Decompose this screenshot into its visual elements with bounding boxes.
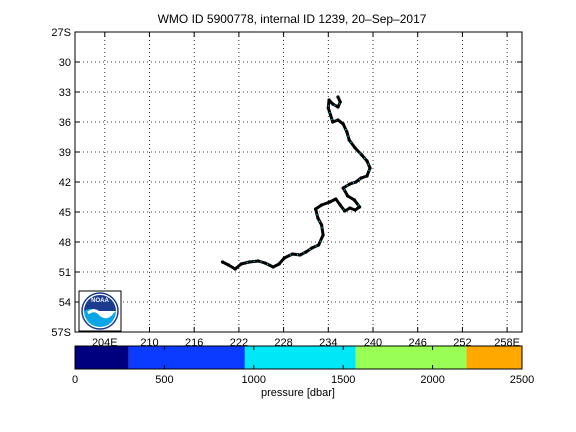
colorbar-segment	[128, 346, 245, 369]
profile-point	[256, 259, 260, 263]
profile-point	[346, 194, 350, 198]
profile-point	[319, 203, 324, 207]
profile-point	[341, 186, 345, 190]
profile-point	[368, 166, 372, 170]
profile-point	[365, 174, 369, 178]
noaa-logo: NOAA	[78, 290, 122, 332]
colorbar-segment	[466, 346, 522, 369]
profile-point	[327, 98, 331, 102]
map-frame	[74, 31, 523, 333]
colorbar-tick-label: 1000	[242, 374, 266, 386]
profile-point	[316, 216, 320, 220]
profile-point	[326, 106, 330, 110]
profile-point	[263, 261, 267, 265]
lat-tick-label: 39	[59, 147, 71, 159]
profile-point	[360, 153, 364, 157]
colorbar-tick-label: 2500	[510, 374, 534, 386]
profile-point	[277, 262, 281, 266]
lat-tick-label: 48	[59, 237, 71, 249]
profile-point	[345, 130, 349, 134]
profile-point	[220, 260, 225, 264]
profile-point	[310, 246, 314, 250]
lat-tick-label: 33	[59, 87, 71, 99]
profile-point	[336, 95, 340, 99]
colorbar-tick-labels: 0 500 1000 1500 2000 2500	[72, 346, 534, 386]
profile-point	[319, 223, 324, 227]
colorbar-axis-label: pressure [dbar]	[261, 387, 335, 399]
profile-point	[304, 250, 308, 254]
lat-tick-label: 42	[59, 177, 71, 189]
figure-title: WMO ID 5900778, internal ID 1239, 20–Sep…	[158, 12, 427, 26]
float-trajectory	[220, 95, 372, 271]
profile-point	[298, 253, 302, 257]
lat-tick-label: 54	[59, 297, 71, 309]
colorbar-tick-label: 1500	[331, 374, 355, 386]
colorbar-tick-label: 2000	[420, 374, 444, 386]
profile-point	[338, 203, 342, 207]
profile-point	[334, 197, 338, 201]
profile-point	[365, 159, 369, 163]
lat-tick-label: 30	[59, 57, 71, 69]
profile-point	[239, 262, 243, 266]
profile-point	[226, 263, 231, 267]
lat-tick-label: 57S	[51, 327, 71, 339]
colorbar-segment	[75, 346, 129, 369]
profile-point	[341, 122, 345, 126]
lat-tick-label: 51	[59, 267, 71, 279]
profile-point	[354, 180, 358, 184]
profile-point	[347, 138, 351, 142]
profile-point	[353, 208, 357, 212]
lat-tick-label: 45	[59, 207, 71, 219]
profile-point	[331, 102, 335, 106]
profile-point	[233, 267, 237, 271]
colorbar-segment	[355, 346, 467, 369]
profile-point	[348, 206, 352, 210]
profile-point	[336, 105, 340, 109]
colorbar-segment	[244, 346, 356, 369]
profile-point	[282, 256, 286, 260]
colorbar-tick-label: 500	[155, 374, 173, 386]
profile-point	[343, 209, 347, 213]
colorbar-tick-label: 0	[72, 374, 78, 386]
profile-point	[353, 146, 357, 150]
lat-tick-label: 27S	[51, 27, 71, 39]
profile-point	[247, 260, 251, 264]
map-plot-area	[75, 32, 522, 332]
profile-point	[348, 182, 352, 186]
profile-point	[357, 205, 362, 209]
profile-point	[331, 120, 335, 124]
lat-tick-label: 36	[59, 117, 71, 129]
colorbar-frame	[74, 345, 523, 370]
profile-point	[321, 233, 325, 237]
profile-point	[314, 207, 318, 211]
profile-point	[317, 243, 321, 247]
profile-point	[336, 118, 340, 122]
profile-point	[290, 252, 295, 256]
noaa-logo-text: NOAA	[91, 298, 109, 304]
profile-point	[328, 200, 332, 204]
profile-point	[338, 100, 342, 104]
pressure-colorbar	[75, 346, 522, 369]
profile-point	[352, 198, 356, 202]
profile-point	[271, 265, 275, 269]
profile-point	[359, 176, 363, 180]
latitude-tick-labels: 27S 30 33 36 39 42 45 48 51 54 57S	[51, 27, 71, 339]
profile-point	[328, 113, 333, 117]
